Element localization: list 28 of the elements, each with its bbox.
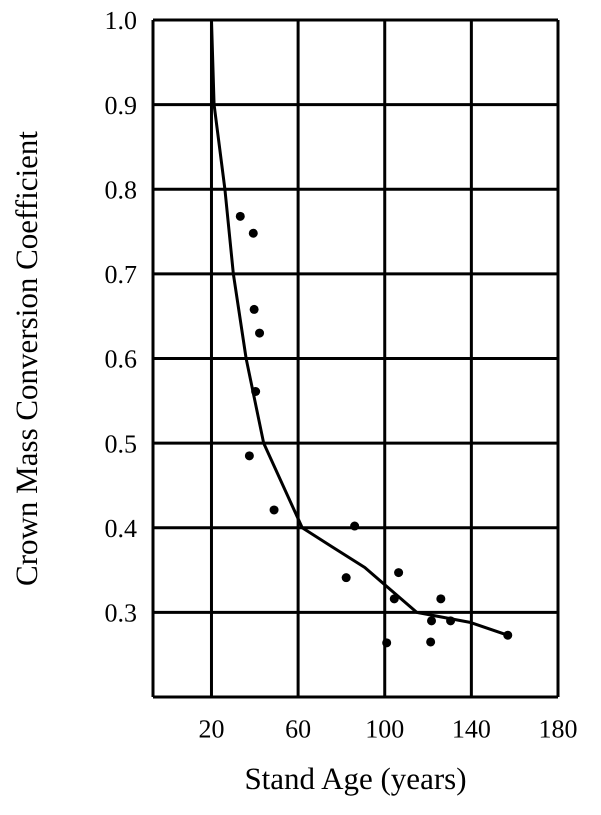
point	[394, 568, 404, 578]
y-tick-label: 0.5	[104, 429, 137, 458]
point	[248, 228, 258, 238]
point	[426, 637, 436, 646]
y-tick-label: 0.3	[104, 598, 137, 628]
point	[236, 212, 245, 221]
point	[350, 522, 360, 531]
x-axis-title: Stand Age (years)	[244, 761, 467, 796]
point	[255, 328, 264, 338]
point	[250, 304, 259, 314]
y-tick-label: 0.4	[104, 514, 137, 543]
y-tick-label: 0.6	[104, 344, 137, 374]
x-tick-label: 100	[365, 714, 404, 744]
x-tick-label: 60	[285, 714, 312, 744]
point	[270, 505, 279, 514]
x-tick-label: 20	[198, 714, 224, 744]
point	[436, 594, 446, 604]
x-tick-label: 180	[538, 714, 578, 744]
y-tick-label: 0.7	[104, 260, 137, 290]
y-tick-label: 0.9	[104, 90, 137, 120]
point	[244, 451, 254, 460]
y-tick-label: 1.0	[104, 6, 137, 36]
x-tick-label: 140	[452, 714, 491, 744]
point	[427, 616, 436, 626]
point	[382, 638, 392, 648]
y-tick-label: 0.8	[104, 175, 137, 204]
y-axis-title: Crown Mass Conversion Coefficient	[9, 130, 44, 586]
point	[342, 573, 351, 582]
